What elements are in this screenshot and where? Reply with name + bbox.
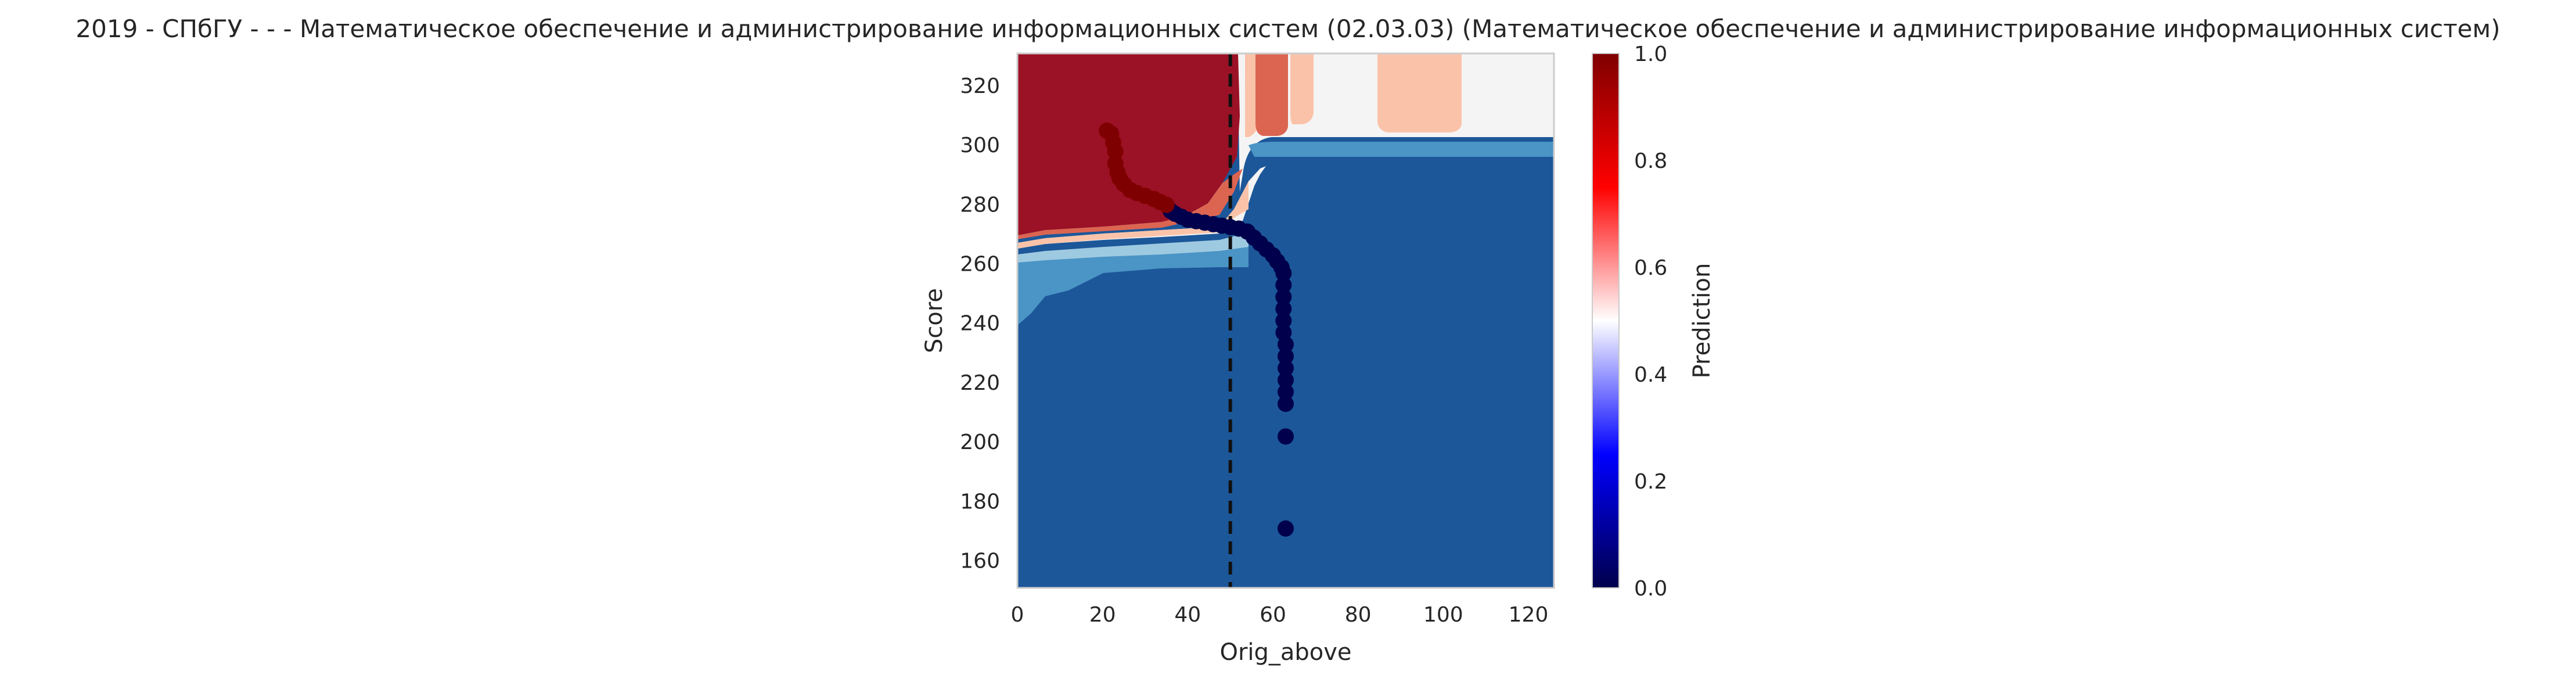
y-tick-label: 320 bbox=[960, 74, 1000, 98]
scatter-point-low bbox=[1278, 336, 1294, 353]
x-tick-label: 120 bbox=[1509, 603, 1549, 627]
y-tick-label: 280 bbox=[960, 193, 1000, 217]
plot-frame bbox=[1016, 52, 1555, 589]
x-tick-label: 60 bbox=[1260, 603, 1286, 627]
light-red-patch bbox=[1377, 53, 1462, 132]
scatter-point-high bbox=[1158, 196, 1175, 213]
scatter-point-low bbox=[1275, 300, 1292, 317]
scatter-points bbox=[1099, 122, 1294, 537]
scatter-point-low bbox=[1278, 360, 1294, 376]
x-tick-label: 0 bbox=[1011, 603, 1024, 627]
y-tick-label: 160 bbox=[960, 550, 1000, 573]
y-axis-label: Score bbox=[921, 288, 948, 353]
chart-title: 2019 - СПбГУ - - - Математическое обеспе… bbox=[75, 15, 2500, 43]
x-tick-label: 40 bbox=[1174, 603, 1201, 627]
scatter-point-low bbox=[1275, 289, 1292, 306]
scatter-point-high bbox=[1107, 143, 1124, 160]
scatter-point-low bbox=[1278, 520, 1294, 537]
scatter-point-low bbox=[1278, 396, 1294, 412]
colorbar-tick-label: 0.8 bbox=[1634, 149, 1667, 173]
light-red-patch bbox=[1290, 53, 1314, 124]
scatter-point-low bbox=[1275, 265, 1292, 282]
scatter-point-low bbox=[1275, 277, 1292, 293]
colorbar-tick-label: 0.4 bbox=[1634, 363, 1667, 387]
scatter-point-low bbox=[1278, 372, 1294, 389]
light-blue-band bbox=[1249, 142, 1554, 157]
colorbar-gradient bbox=[1592, 53, 1620, 588]
x-tick-label: 100 bbox=[1423, 603, 1463, 627]
high-prediction-region bbox=[1017, 53, 1240, 235]
colorbar-tick-label: 0.0 bbox=[1634, 577, 1667, 601]
x-tick-label: 80 bbox=[1345, 603, 1372, 627]
transition-band bbox=[1017, 244, 1249, 325]
y-tick-label: 220 bbox=[960, 371, 1000, 395]
medium-red-patch bbox=[1255, 53, 1288, 136]
y-axis: 160 180 200 220 240 260 280 300 320 Scor… bbox=[921, 74, 1000, 573]
x-tick-label: 20 bbox=[1089, 603, 1116, 627]
y-tick-label: 180 bbox=[960, 490, 1000, 514]
transition-band bbox=[1017, 181, 1249, 249]
colorbar-label: Prediction bbox=[1689, 263, 1715, 379]
colorbar-tick-label: 0.2 bbox=[1634, 470, 1667, 494]
y-tick-label: 300 bbox=[960, 134, 1000, 157]
scatter-point-low bbox=[1278, 428, 1294, 445]
colorbar-tick-label: 0.6 bbox=[1634, 256, 1667, 280]
plot-area bbox=[1017, 53, 1554, 588]
colorbar: 0.0 0.2 0.4 0.6 0.8 1.0 Prediction bbox=[1592, 42, 1715, 601]
scatter-point-low bbox=[1278, 348, 1294, 365]
y-tick-label: 240 bbox=[960, 312, 1000, 336]
scatter-point-low bbox=[1278, 383, 1294, 400]
y-tick-label: 200 bbox=[960, 430, 1000, 454]
x-axis: 0 20 40 60 80 100 120 Orig_above bbox=[1011, 603, 1549, 666]
colorbar-tick-label: 1.0 bbox=[1634, 42, 1667, 66]
scatter-point-low bbox=[1275, 313, 1292, 329]
transition-band bbox=[1017, 232, 1249, 263]
x-axis-label: Orig_above bbox=[1219, 639, 1351, 666]
y-tick-label: 260 bbox=[960, 253, 1000, 277]
